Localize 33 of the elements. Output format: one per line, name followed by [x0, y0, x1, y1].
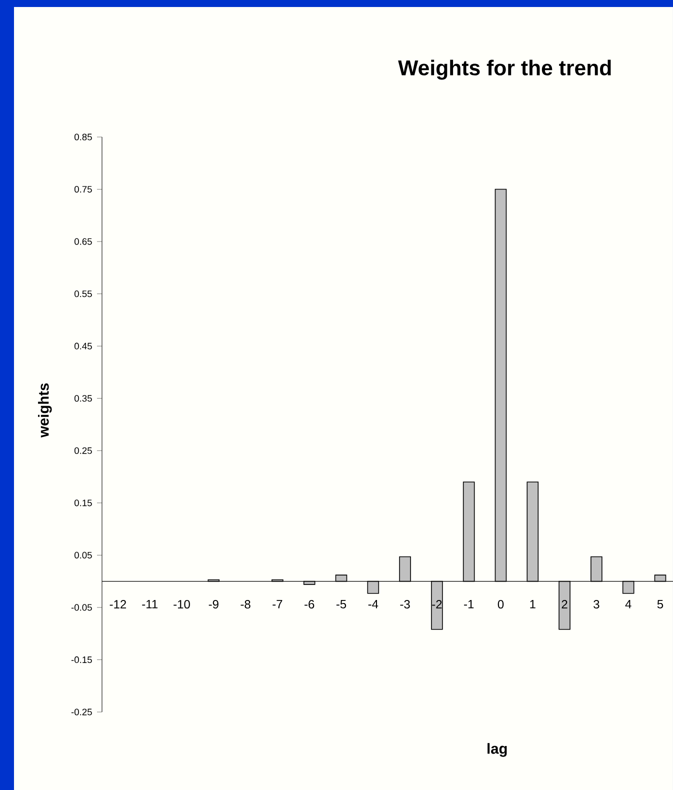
x-tick-label: 0 [498, 600, 504, 609]
y-tick-label: 0.65 [74, 238, 92, 245]
x-tick-label: -8 [240, 600, 250, 609]
x-tick-label: -11 [142, 600, 158, 608]
x-tick-label: -1 [464, 600, 474, 608]
x-tick-label: -7 [272, 600, 282, 608]
chart-title: Weights for the trend [398, 60, 611, 80]
y-tick-label: 0.15 [74, 500, 92, 506]
x-tick-label: -9 [208, 600, 218, 609]
y-tick-label: 0.75 [74, 186, 92, 193]
x-tick-label: 3 [594, 600, 600, 609]
y-tick-label: 0.85 [74, 134, 92, 140]
x-tick-label: 1 [530, 600, 536, 608]
y-tick-label: 0.35 [74, 395, 92, 402]
x-tick-label: -2 [432, 600, 442, 608]
y-tick-label: -0.25 [71, 708, 92, 716]
x-axis-title: lag [488, 743, 507, 757]
y-tick-label: 0.55 [74, 290, 92, 298]
x-tick-label: -10 [174, 600, 190, 609]
x-tick-label: 4 [625, 600, 632, 608]
x-tick-label: -12 [110, 600, 126, 608]
y-tick-label: -0.05 [71, 604, 92, 611]
x-tick-label: -3 [400, 600, 410, 609]
x-tick-label: 2 [562, 600, 568, 608]
y-axis-title: weights [38, 383, 52, 438]
x-tick-label: 5 [657, 600, 664, 608]
x-tick-label: -5 [336, 600, 346, 608]
x-tick-label: -6 [304, 600, 314, 609]
y-tick-label: -0.15 [71, 656, 92, 664]
x-tick-label: -4 [368, 600, 378, 608]
y-tick-label: 0.45 [74, 342, 92, 350]
y-tick-label: 0.25 [74, 447, 92, 454]
y-tick-label: 0.05 [74, 552, 92, 558]
